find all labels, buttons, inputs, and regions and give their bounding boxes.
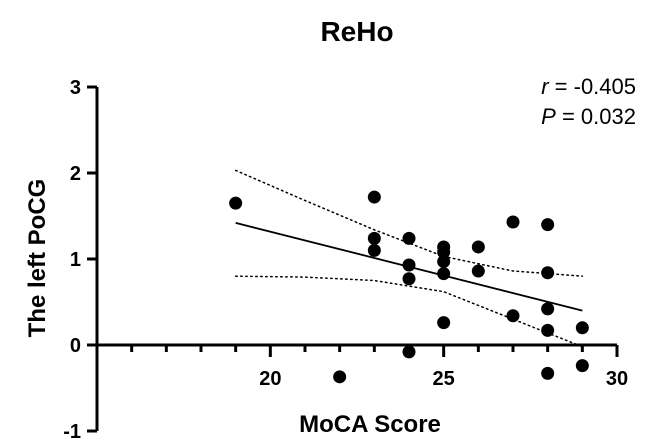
data-point xyxy=(437,245,451,259)
data-point xyxy=(541,302,555,316)
data-point xyxy=(402,231,416,245)
data-point xyxy=(437,267,451,281)
data-point xyxy=(541,366,555,380)
data-point xyxy=(402,272,416,286)
chart-title: ReHo xyxy=(320,16,393,47)
data-point xyxy=(402,258,416,272)
data-point xyxy=(367,231,381,245)
r-symbol: r xyxy=(541,74,550,99)
data-point xyxy=(437,255,451,269)
ci-lower-curve xyxy=(234,275,584,348)
y-tick-label: 3 xyxy=(70,77,81,99)
data-point xyxy=(575,321,589,335)
x-tick-label: 25 xyxy=(433,368,455,390)
data-point xyxy=(575,359,589,373)
x-tick-label: 30 xyxy=(606,368,628,390)
data-points xyxy=(229,190,589,384)
data-point xyxy=(471,264,485,278)
p-symbol: P xyxy=(541,104,556,129)
y-tick-label: 0 xyxy=(70,335,81,357)
y-axis-label: The left PoCG xyxy=(24,179,51,338)
r-annotation: r = -0.405 xyxy=(541,74,636,99)
confidence-bands xyxy=(234,169,584,348)
data-point xyxy=(437,316,451,330)
p-value: = 0.032 xyxy=(556,104,636,129)
data-point xyxy=(229,196,243,210)
data-point xyxy=(506,215,520,229)
y-tick-label: 1 xyxy=(70,249,81,271)
axes: -1 0 1 2 3 20 25 30 xyxy=(63,77,628,440)
data-point xyxy=(333,370,347,384)
y-tick-label: -1 xyxy=(63,421,81,440)
x-axis-label: MoCA Score xyxy=(299,411,441,438)
data-point xyxy=(402,345,416,359)
data-point xyxy=(471,240,485,254)
data-point xyxy=(506,309,520,323)
x-tick-label: 20 xyxy=(259,368,281,390)
data-point xyxy=(367,190,381,204)
data-point xyxy=(367,243,381,257)
y-tick-label: 2 xyxy=(70,163,81,185)
data-point xyxy=(541,266,555,280)
r-value: = -0.405 xyxy=(549,74,636,99)
data-point xyxy=(541,218,555,232)
data-point xyxy=(541,323,555,337)
p-annotation: P = 0.032 xyxy=(541,104,636,129)
